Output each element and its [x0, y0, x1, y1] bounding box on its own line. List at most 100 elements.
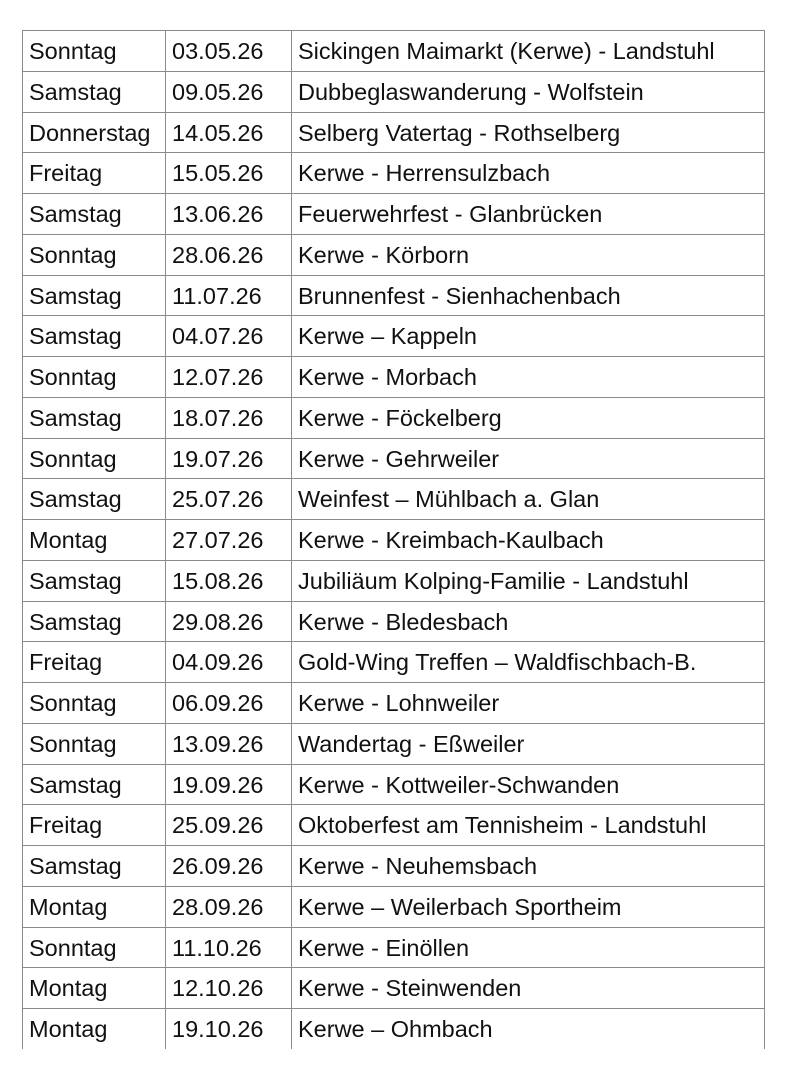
table-row: Samstag 13.06.26 Feuerwehrfest - Glanbrück…: [22, 194, 765, 235]
event-cell: Kerwe - Herrensulzbach: [291, 153, 765, 193]
table-row: Freitag 04.09.26 Gold-Wing Treffen – Waldf…: [22, 642, 765, 683]
weekday-cell: Samstag: [22, 846, 165, 886]
table-row: Freitag 25.09.26 Oktoberfest am Tennisheim…: [22, 805, 765, 846]
event-cell: Kerwe - Föckelberg: [291, 397, 765, 438]
date-cell: 11.07.26: [165, 275, 291, 316]
date-cell: 28.06.26: [165, 234, 291, 275]
date-cell: 27.07.26: [165, 520, 291, 560]
date-cell: 12.10.26: [165, 968, 291, 1008]
table-row: Sonntag 28.06.26 Kerwe - Körborn: [22, 234, 765, 276]
date-cell: 12.07.26: [165, 357, 291, 397]
table-row: Freitag 15.05.26 Kerwe - Herrensulzbach: [22, 153, 765, 194]
weekday-cell: Samstag: [22, 764, 165, 805]
weekday-cell: Sonntag: [22, 723, 165, 764]
table-row: Donnerstag 14.05.26 Selberg Vatertag - Rot…: [22, 112, 765, 154]
event-cell: Kerwe – Ohmbach: [291, 1009, 765, 1049]
weekday-cell: Samstag: [22, 397, 165, 438]
date-cell: 14.05.26: [165, 112, 291, 153]
event-cell: Oktoberfest am Tennisheim - Landstuhl: [291, 805, 765, 845]
weekday-cell: Samstag: [22, 71, 165, 112]
event-cell: Kerwe - Körborn: [291, 234, 765, 275]
event-cell: Brunnenfest - Sienhachenbach: [291, 275, 765, 316]
event-cell: Selberg Vatertag - Rothselberg: [291, 112, 765, 153]
weekday-cell: Freitag: [22, 805, 165, 845]
date-cell: 25.07.26: [165, 479, 291, 519]
weekday-cell: Sonntag: [22, 438, 165, 479]
weekday-cell: Samstag: [22, 560, 165, 601]
event-cell: Kerwe - Steinwenden: [291, 968, 765, 1008]
date-cell: 19.07.26: [165, 438, 291, 479]
event-cell: Kerwe - Einöllen: [291, 927, 765, 968]
date-cell: 04.07.26: [165, 316, 291, 356]
weekday-cell: Montag: [22, 1009, 165, 1049]
table-row: Samstag 19.09.26 Kerwe - Kottweiler-Schwan…: [22, 764, 765, 806]
weekday-cell: Samstag: [22, 194, 165, 234]
date-cell: 13.06.26: [165, 194, 291, 234]
table-row: Samstag 04.07.26 Kerwe – Kappeln: [22, 316, 765, 357]
table-row: Sonntag 03.05.26 Sickingen Maimarkt (Kerwe…: [22, 31, 765, 72]
event-table: Sonntag 03.05.26 Sickingen Maimarkt (Kerwe…: [22, 30, 765, 1049]
event-cell: Feuerwehrfest - Glanbrücken: [291, 194, 765, 234]
date-cell: 15.08.26: [165, 560, 291, 601]
date-cell: 09.05.26: [165, 71, 291, 112]
event-cell: Kerwe – Kappeln: [291, 316, 765, 356]
table-row: Samstag 11.07.26 Brunnenfest - Sienhachenb…: [22, 275, 765, 317]
date-cell: 18.07.26: [165, 397, 291, 438]
table-row: Sonntag 13.09.26 Wandertag - Eßweiler: [22, 723, 765, 765]
table-row: Samstag 15.08.26 Jubiliäum Kolping-Familie…: [22, 560, 765, 602]
date-cell: 03.05.26: [165, 31, 291, 71]
table-row: Sonntag 12.07.26 Kerwe - Morbach: [22, 357, 765, 398]
table-row: Montag 19.10.26 Kerwe – Ohmbach: [22, 1009, 765, 1049]
date-cell: 19.09.26: [165, 764, 291, 805]
table-row: Samstag 29.08.26 Kerwe - Bledesbach: [22, 601, 765, 643]
table-row: Montag 28.09.26 Kerwe – Weilerbach Sporthe…: [22, 886, 765, 928]
date-cell: 29.08.26: [165, 601, 291, 642]
event-cell: Kerwe - Gehrweiler: [291, 438, 765, 479]
table-row: Sonntag 19.07.26 Kerwe - Gehrweiler: [22, 438, 765, 480]
date-cell: 06.09.26: [165, 683, 291, 723]
weekday-cell: Samstag: [22, 601, 165, 642]
date-cell: 25.09.26: [165, 805, 291, 845]
date-cell: 19.10.26: [165, 1009, 291, 1049]
table-row: Sonntag 06.09.26 Kerwe - Lohnweiler: [22, 683, 765, 724]
table-row: Samstag 26.09.26 Kerwe - Neuhemsbach: [22, 846, 765, 887]
table-row: Montag 12.10.26 Kerwe - Steinwenden: [22, 968, 765, 1009]
event-cell: Wandertag - Eßweiler: [291, 723, 765, 764]
date-cell: 28.09.26: [165, 886, 291, 927]
table-row: Samstag 25.07.26 Weinfest – Mühlbach a. Gl…: [22, 479, 765, 520]
event-cell: Sickingen Maimarkt (Kerwe) - Landstuhl: [291, 31, 765, 71]
weekday-cell: Sonntag: [22, 357, 165, 397]
weekday-cell: Sonntag: [22, 234, 165, 275]
weekday-cell: Montag: [22, 968, 165, 1008]
weekday-cell: Samstag: [22, 479, 165, 519]
date-cell: 11.10.26: [165, 927, 291, 968]
weekday-cell: Samstag: [22, 316, 165, 356]
date-cell: 15.05.26: [165, 153, 291, 193]
event-cell: Jubiliäum Kolping-Familie - Landstuhl: [291, 560, 765, 601]
weekday-cell: Montag: [22, 886, 165, 927]
event-cell: Kerwe - Kottweiler-Schwanden: [291, 764, 765, 805]
weekday-cell: Freitag: [22, 153, 165, 193]
event-cell: Kerwe - Lohnweiler: [291, 683, 765, 723]
weekday-cell: Sonntag: [22, 31, 165, 71]
event-cell: Kerwe - Bledesbach: [291, 601, 765, 642]
weekday-cell: Montag: [22, 520, 165, 560]
event-cell: Dubbeglaswanderung - Wolfstein: [291, 71, 765, 112]
weekday-cell: Sonntag: [22, 927, 165, 968]
event-cell: Kerwe – Weilerbach Sportheim: [291, 886, 765, 927]
table-row: Sonntag 11.10.26 Kerwe - Einöllen: [22, 927, 765, 969]
table-row: Samstag 09.05.26 Dubbeglaswanderung - Wolf…: [22, 71, 765, 113]
event-cell: Weinfest – Mühlbach a. Glan: [291, 479, 765, 519]
weekday-cell: Samstag: [22, 275, 165, 316]
weekday-cell: Donnerstag: [22, 112, 165, 153]
weekday-cell: Freitag: [22, 642, 165, 682]
table-row: Montag 27.07.26 Kerwe - Kreimbach-Kaulbach: [22, 520, 765, 561]
event-cell: Gold-Wing Treffen – Waldfischbach-B.: [291, 642, 765, 682]
date-cell: 13.09.26: [165, 723, 291, 764]
table-row: Samstag 18.07.26 Kerwe - Föckelberg: [22, 397, 765, 439]
date-cell: 26.09.26: [165, 846, 291, 886]
date-cell: 04.09.26: [165, 642, 291, 682]
event-cell: Kerwe - Morbach: [291, 357, 765, 397]
event-cell: Kerwe - Neuhemsbach: [291, 846, 765, 886]
weekday-cell: Sonntag: [22, 683, 165, 723]
